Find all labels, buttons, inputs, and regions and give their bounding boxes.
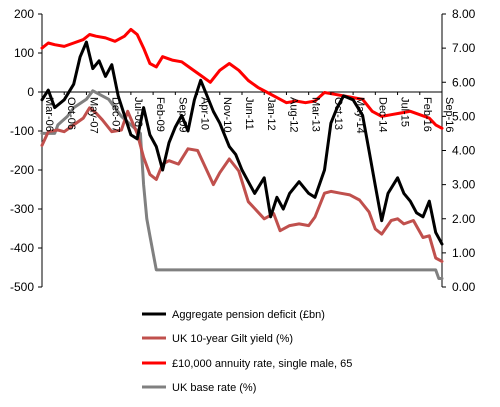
left-axis-tick-labels: 200 100 0 -100 -200 -300 -400 -500: [10, 7, 42, 294]
series-line-1: [40, 106, 444, 263]
x-tick-label: Jan-12: [265, 97, 277, 131]
x-tick-label: Nov-10: [221, 97, 233, 132]
series-line-3: [40, 89, 444, 280]
right-tick-label: 1.00: [452, 246, 476, 260]
right-axis-tick-labels: 8.00 7.00 6.00 5.00 4.00 3.00 2.00 1.00 0.00: [442, 7, 476, 294]
series-line-0: [40, 40, 444, 246]
x-tick-label: Jul-08: [132, 97, 144, 127]
series-lines: [40, 27, 444, 280]
plot-area: [41, 14, 443, 287]
series-line-2: [40, 27, 444, 130]
right-tick-label: 0.00: [452, 280, 476, 294]
right-tick-label: 4.00: [452, 144, 476, 158]
left-tick-label: 0: [27, 85, 34, 99]
right-tick-label: 7.00: [452, 41, 476, 55]
legend: Aggregate pension deficit (£bn) UK 10-yea…: [142, 309, 352, 394]
right-tick-label: 5.00: [452, 109, 476, 123]
left-tick-label: -100: [10, 124, 34, 138]
left-tick-label: 100: [14, 46, 34, 60]
x-tick-label: Jun-11: [243, 97, 255, 130]
left-tick-label: -200: [10, 163, 34, 177]
x-tick-label: Apr-10: [199, 97, 211, 130]
x-tick-label: May-14: [354, 97, 366, 134]
x-tick-label: May-07: [87, 97, 99, 134]
legend-label-1: UK 10-year Gilt yield (%): [172, 333, 293, 345]
x-tick-label: Oct-06: [65, 97, 77, 130]
x-tick-label: Sep-16: [443, 97, 455, 132]
x-tick-label: Sep-09: [176, 97, 188, 132]
right-tick-label: 2.00: [452, 212, 476, 226]
left-tick-label: -400: [10, 241, 34, 255]
legend-label-0: Aggregate pension deficit (£bn): [172, 309, 325, 321]
x-tick-label: Dec-14: [376, 97, 388, 132]
legend-label-2: £10,000 annuity rate, single male, 65: [172, 358, 352, 370]
left-tick-label: -500: [10, 280, 34, 294]
right-tick-label: 6.00: [452, 75, 476, 89]
x-tick-label: Feb-09: [154, 97, 166, 132]
x-tick-label: Dec-07: [110, 97, 122, 132]
x-tick-label: Oct-13: [332, 97, 344, 130]
legend-label-3: UK base rate (%): [172, 382, 256, 394]
left-tick-label: 200: [14, 7, 34, 21]
right-tick-label: 3.00: [452, 178, 476, 192]
x-tick-label: Feb-16: [421, 97, 433, 132]
x-tick-label: Jul-15: [399, 97, 411, 127]
x-axis-tick-labels: Mar-06 Oct-06 May-07 Dec-07 Jul-08 Feb-09 Sep-…: [41, 92, 455, 134]
x-tick-label: Mar-06: [43, 97, 55, 132]
x-tick-label: Mar-13: [310, 97, 322, 132]
left-tick-label: -300: [10, 202, 34, 216]
x-tick-label: Aug-12: [287, 97, 299, 132]
right-tick-label: 8.00: [452, 7, 476, 21]
